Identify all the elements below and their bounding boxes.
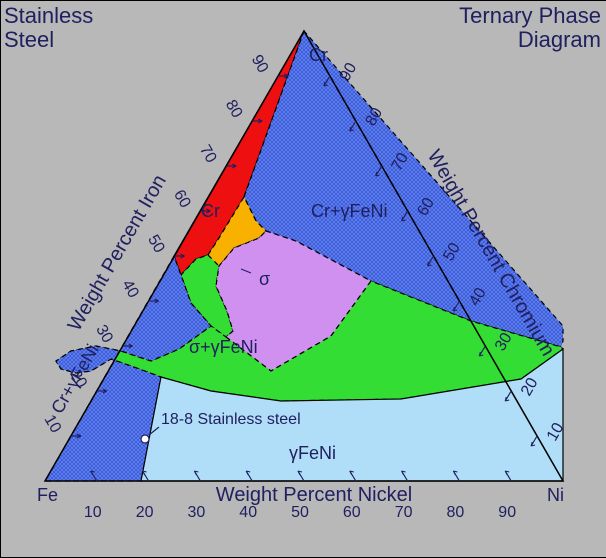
title-left-1: Stainless [4, 3, 93, 28]
title-right-1: Ternary Phase [459, 3, 601, 28]
title-left-2: Steel [4, 27, 54, 52]
tick-bottom-40: 40 [239, 504, 257, 521]
tick-left-60: 60 [170, 187, 194, 211]
region-label: γFeNi [289, 443, 336, 463]
title-right-2: Diagram [518, 27, 601, 52]
tick-left-80: 80 [222, 97, 246, 121]
vertex-right: Ni [547, 485, 564, 505]
tick-left-40: 40 [118, 277, 142, 301]
tick-left-30: 30 [92, 322, 116, 346]
tick-bottom-10: 10 [84, 504, 102, 521]
region-label: σ [259, 269, 270, 289]
vertex-left: Fe [37, 485, 58, 505]
tick-left-50: 50 [144, 232, 168, 256]
tick-bottom-30: 30 [188, 504, 206, 521]
axis-bottom-label: Weight Percent Nickel [216, 484, 412, 506]
vertex-top: Cr [309, 45, 328, 65]
tick-bottom-50: 50 [291, 504, 309, 521]
region-label: Cr+γFeNi [311, 201, 388, 221]
tick-bottom-80: 80 [447, 504, 465, 521]
stainless-188-label: 18-8 Stainless steel [161, 411, 301, 428]
region-label: Cr [201, 201, 220, 221]
tick-bottom-20: 20 [136, 504, 154, 521]
stainless-188-point [141, 435, 149, 443]
tick-bottom-70: 70 [395, 504, 413, 521]
tick-bottom-90: 90 [498, 504, 516, 521]
tick-bottom-60: 60 [343, 504, 361, 521]
region-label: σ+γFeNi [189, 337, 258, 357]
tick-left-90: 90 [248, 52, 272, 76]
tick-left-70: 70 [196, 142, 220, 166]
